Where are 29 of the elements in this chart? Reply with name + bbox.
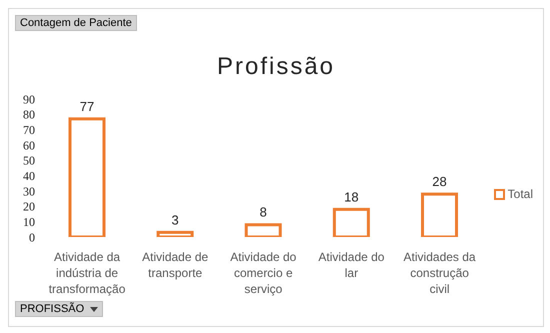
y-tick-label: 0 bbox=[29, 230, 35, 244]
text: Contagem de Paciente bbox=[20, 17, 132, 29]
data-label: 8 bbox=[260, 204, 267, 220]
bar bbox=[421, 192, 458, 237]
text: PROFISSÃO bbox=[20, 303, 84, 315]
y-tick-label: 20 bbox=[23, 200, 35, 214]
data-label: 18 bbox=[344, 189, 359, 204]
bar bbox=[156, 230, 194, 237]
data-label: 28 bbox=[432, 174, 447, 190]
y-tick-label: 80 bbox=[23, 108, 35, 122]
x-tick-label: Atividade da indústria de transformação bbox=[48, 250, 126, 296]
data-label: 77 bbox=[80, 98, 94, 114]
bar bbox=[68, 117, 106, 237]
y-tick-label: 90 bbox=[23, 92, 35, 106]
y-tick-label: 70 bbox=[23, 122, 35, 137]
y-tick-label: 60 bbox=[23, 138, 35, 152]
x-tick-label: Atividade do comercio e serviço bbox=[230, 250, 297, 296]
y-tick-label: 30 bbox=[23, 184, 35, 198]
x-tick-label: Atividade do lar bbox=[318, 250, 385, 280]
y-tick-label: 10 bbox=[23, 214, 35, 229]
bar bbox=[244, 223, 282, 237]
y-tick-label: 50 bbox=[23, 154, 35, 168]
bar bbox=[332, 208, 370, 237]
data-label: 3 bbox=[172, 212, 179, 228]
x-tick-label: Atividades da construção civil bbox=[404, 250, 476, 296]
legend-label: Total bbox=[508, 187, 533, 201]
y-tick-label: 40 bbox=[23, 168, 35, 183]
chart-title: Profissão bbox=[216, 53, 336, 81]
x-tick-label: Atividade de transporte bbox=[142, 250, 209, 280]
